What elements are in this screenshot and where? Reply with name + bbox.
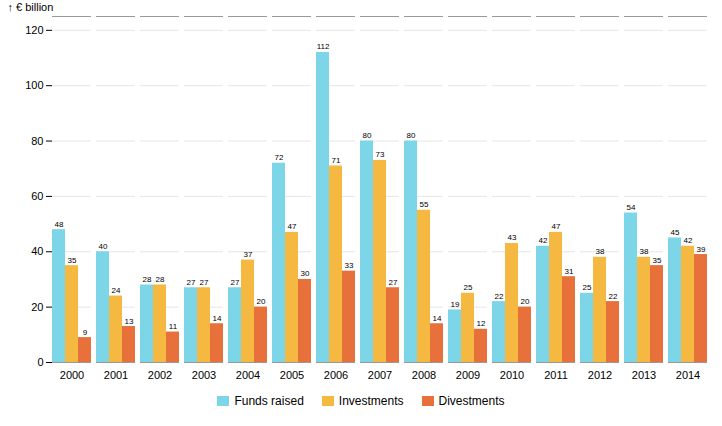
svg-text:22: 22 (609, 292, 618, 301)
svg-text:48: 48 (55, 220, 64, 229)
svg-text:2006: 2006 (324, 369, 348, 381)
svg-text:37: 37 (244, 250, 253, 259)
svg-text:2005: 2005 (280, 369, 304, 381)
svg-text:42: 42 (684, 236, 693, 245)
svg-text:27: 27 (187, 278, 196, 287)
svg-text:39: 39 (697, 245, 706, 254)
svg-text:27: 27 (231, 278, 240, 287)
svg-text:28: 28 (143, 275, 152, 284)
svg-text:55: 55 (420, 200, 429, 209)
svg-text:24: 24 (112, 286, 121, 295)
svg-text:71: 71 (332, 156, 341, 165)
svg-text:0: 0 (37, 356, 43, 368)
svg-text:42: 42 (539, 236, 548, 245)
svg-text:40: 40 (31, 245, 43, 257)
svg-text:20: 20 (31, 301, 43, 313)
svg-text:40: 40 (99, 242, 108, 251)
svg-text:14: 14 (213, 314, 222, 323)
svg-text:2007: 2007 (368, 369, 392, 381)
svg-text:2013: 2013 (632, 369, 656, 381)
svg-text:13: 13 (125, 317, 134, 326)
svg-text:73: 73 (376, 150, 385, 159)
svg-text:47: 47 (552, 222, 561, 231)
svg-text:2004: 2004 (236, 369, 260, 381)
svg-text:2000: 2000 (60, 369, 84, 381)
svg-text:72: 72 (275, 153, 284, 162)
svg-text:2012: 2012 (588, 369, 612, 381)
svg-text:25: 25 (583, 283, 592, 292)
svg-text:22: 22 (495, 292, 504, 301)
svg-text:80: 80 (363, 131, 372, 140)
svg-text:12: 12 (477, 319, 486, 328)
svg-text:2011: 2011 (544, 369, 568, 381)
svg-text:60: 60 (31, 190, 43, 202)
svg-text:35: 35 (68, 256, 77, 265)
html-text:Funds raised: Funds raised (234, 394, 304, 408)
svg-text:38: 38 (596, 247, 605, 256)
svg-text:2014: 2014 (676, 369, 700, 381)
svg-text:2008: 2008 (412, 369, 436, 381)
svg-text:2003: 2003 (192, 369, 216, 381)
svg-text:100: 100 (25, 79, 43, 91)
svg-text:27: 27 (389, 278, 398, 287)
svg-text:43: 43 (508, 233, 517, 242)
svg-text:80: 80 (407, 131, 416, 140)
svg-text:11: 11 (169, 322, 178, 331)
svg-text:2010: 2010 (500, 369, 524, 381)
html-text:Investments: Investments (338, 394, 404, 408)
svg-text:31: 31 (565, 267, 574, 276)
svg-text:112: 112 (317, 42, 330, 51)
svg-text:28: 28 (156, 275, 165, 284)
svg-text:47: 47 (288, 222, 297, 231)
svg-text:14: 14 (433, 314, 442, 323)
svg-text:80: 80 (31, 135, 43, 147)
html-text:Divestments: Divestments (438, 394, 505, 408)
svg-text:25: 25 (464, 283, 473, 292)
svg-text:38: 38 (640, 247, 649, 256)
svg-text:↑ € billion: ↑ € billion (8, 1, 54, 13)
svg-text:120: 120 (25, 24, 43, 36)
svg-text:30: 30 (301, 269, 310, 278)
svg-text:35: 35 (653, 256, 662, 265)
svg-text:54: 54 (627, 203, 636, 212)
svg-text:2002: 2002 (148, 369, 172, 381)
svg-text:2009: 2009 (456, 369, 480, 381)
svg-text:9: 9 (83, 328, 88, 337)
svg-text:20: 20 (257, 297, 266, 306)
svg-text:2001: 2001 (104, 369, 128, 381)
svg-text:33: 33 (345, 261, 354, 270)
svg-text:20: 20 (521, 297, 530, 306)
svg-text:19: 19 (451, 300, 460, 309)
svg-text:45: 45 (671, 228, 680, 237)
svg-text:27: 27 (200, 278, 209, 287)
